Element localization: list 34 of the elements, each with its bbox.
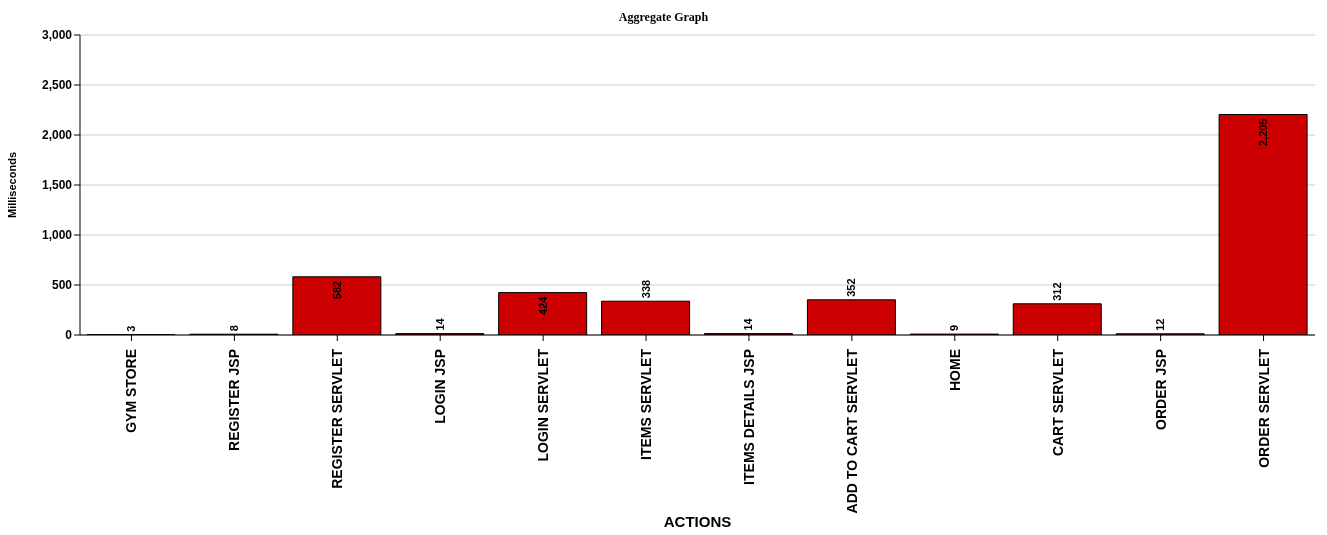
data-label: 582 [330, 280, 343, 300]
x-tick-label: ITEMS SERVLET [638, 348, 655, 460]
x-tick-label: CART SERVLET [1049, 348, 1066, 457]
y-tick-label: 0 [65, 328, 73, 343]
data-label: 9 [948, 324, 961, 332]
data-label: 8 [227, 325, 240, 332]
y-tick-label: 2,500 [41, 78, 73, 93]
y-tick-label: 1,500 [41, 178, 73, 193]
x-tick-label: ITEMS DETAILS JSP [740, 349, 757, 485]
x-tick-label: ORDER SERVLET [1255, 348, 1272, 468]
data-label: 338 [639, 279, 652, 299]
x-tick-label: GYM STORE [123, 349, 140, 433]
data-label: 14 [742, 317, 755, 331]
x-tick-label: LOGIN SERVLET [535, 348, 552, 462]
x-tick-label: ADD TO CART SERVLET [843, 348, 860, 514]
y-tick-label: 2,000 [41, 128, 73, 143]
y-tick-label: 1,000 [41, 228, 73, 243]
y-tick-label: 3,000 [41, 28, 73, 43]
data-label: 12 [1154, 318, 1167, 331]
y-tick-label: 500 [51, 278, 73, 293]
x-tick-label: LOGIN JSP [432, 349, 449, 424]
chart-title: Aggregate Graph [617, 10, 710, 25]
x-tick-label: ORDER JSP [1152, 349, 1169, 430]
x-tick-label: REGISTER JSP [226, 349, 243, 451]
data-label: 3 [125, 325, 137, 332]
data-label: 424 [536, 295, 549, 315]
data-label: 14 [433, 317, 446, 331]
x-tick-label: REGISTER SERVLET [329, 348, 346, 489]
x-axis-title: ACTIONS [663, 513, 732, 530]
y-axis-title: Milliseconds [5, 151, 18, 219]
data-label: 2,205 [1257, 118, 1270, 147]
data-label: 312 [1051, 282, 1064, 301]
data-label: 352 [845, 278, 858, 297]
x-tick-label: HOME [946, 349, 963, 391]
